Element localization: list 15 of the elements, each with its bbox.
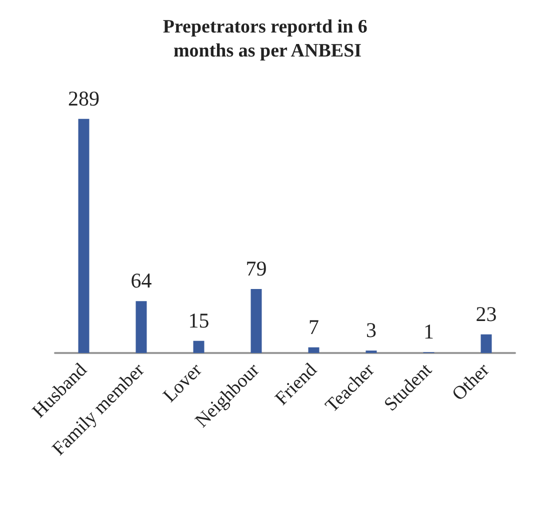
bar [250,289,262,353]
data-label: 3 [366,318,376,342]
bar [78,118,90,353]
data-label: 79 [246,256,267,281]
data-label: 15 [188,308,210,332]
bar [136,301,147,353]
data-label: 289 [68,86,100,110]
chart-title: Prepetrators reportd in 6 months as per ANBESI [162,16,372,62]
data-label: 23 [476,302,497,326]
bar [480,334,492,353]
bar [193,340,204,353]
bar [308,347,320,353]
data-label: 1 [424,320,434,344]
data-label: 7 [308,314,319,339]
data-label: 64 [130,268,152,293]
